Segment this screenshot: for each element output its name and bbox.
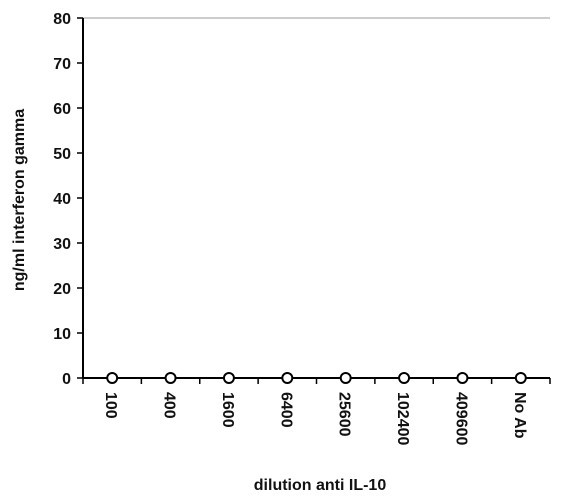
y-tick-label: 70 (53, 56, 71, 73)
x-axis-title: dilution anti IL-10 (254, 477, 387, 494)
x-tick-label: 409600 (452, 392, 469, 445)
y-tick-label: 60 (53, 101, 71, 118)
x-tick-label: 100 (102, 392, 119, 419)
y-tick-label: 20 (53, 281, 71, 298)
y-tick-label: 0 (62, 371, 71, 388)
x-tick-label: 1600 (219, 392, 236, 428)
data-point (398, 372, 411, 384)
data-point (339, 372, 352, 384)
data-point (106, 372, 119, 384)
x-tick-label: 25600 (336, 392, 353, 437)
data-point (164, 372, 177, 384)
y-axis-title: ng/ml interferon gamma (11, 109, 28, 291)
data-point (456, 372, 469, 384)
y-tick-label: 50 (53, 146, 71, 163)
data-point (514, 372, 527, 384)
x-tick-label: 400 (161, 392, 178, 419)
data-point (281, 372, 294, 384)
x-tick-label: 102400 (394, 392, 411, 445)
y-tick-label: 40 (53, 191, 71, 208)
y-tick-label: 30 (53, 236, 71, 253)
y-tick-label: 80 (53, 11, 71, 28)
x-tick-label: No Ab (511, 392, 528, 439)
y-tick-label: 10 (53, 326, 71, 343)
data-point (222, 372, 235, 384)
x-tick-label: 6400 (277, 392, 294, 428)
